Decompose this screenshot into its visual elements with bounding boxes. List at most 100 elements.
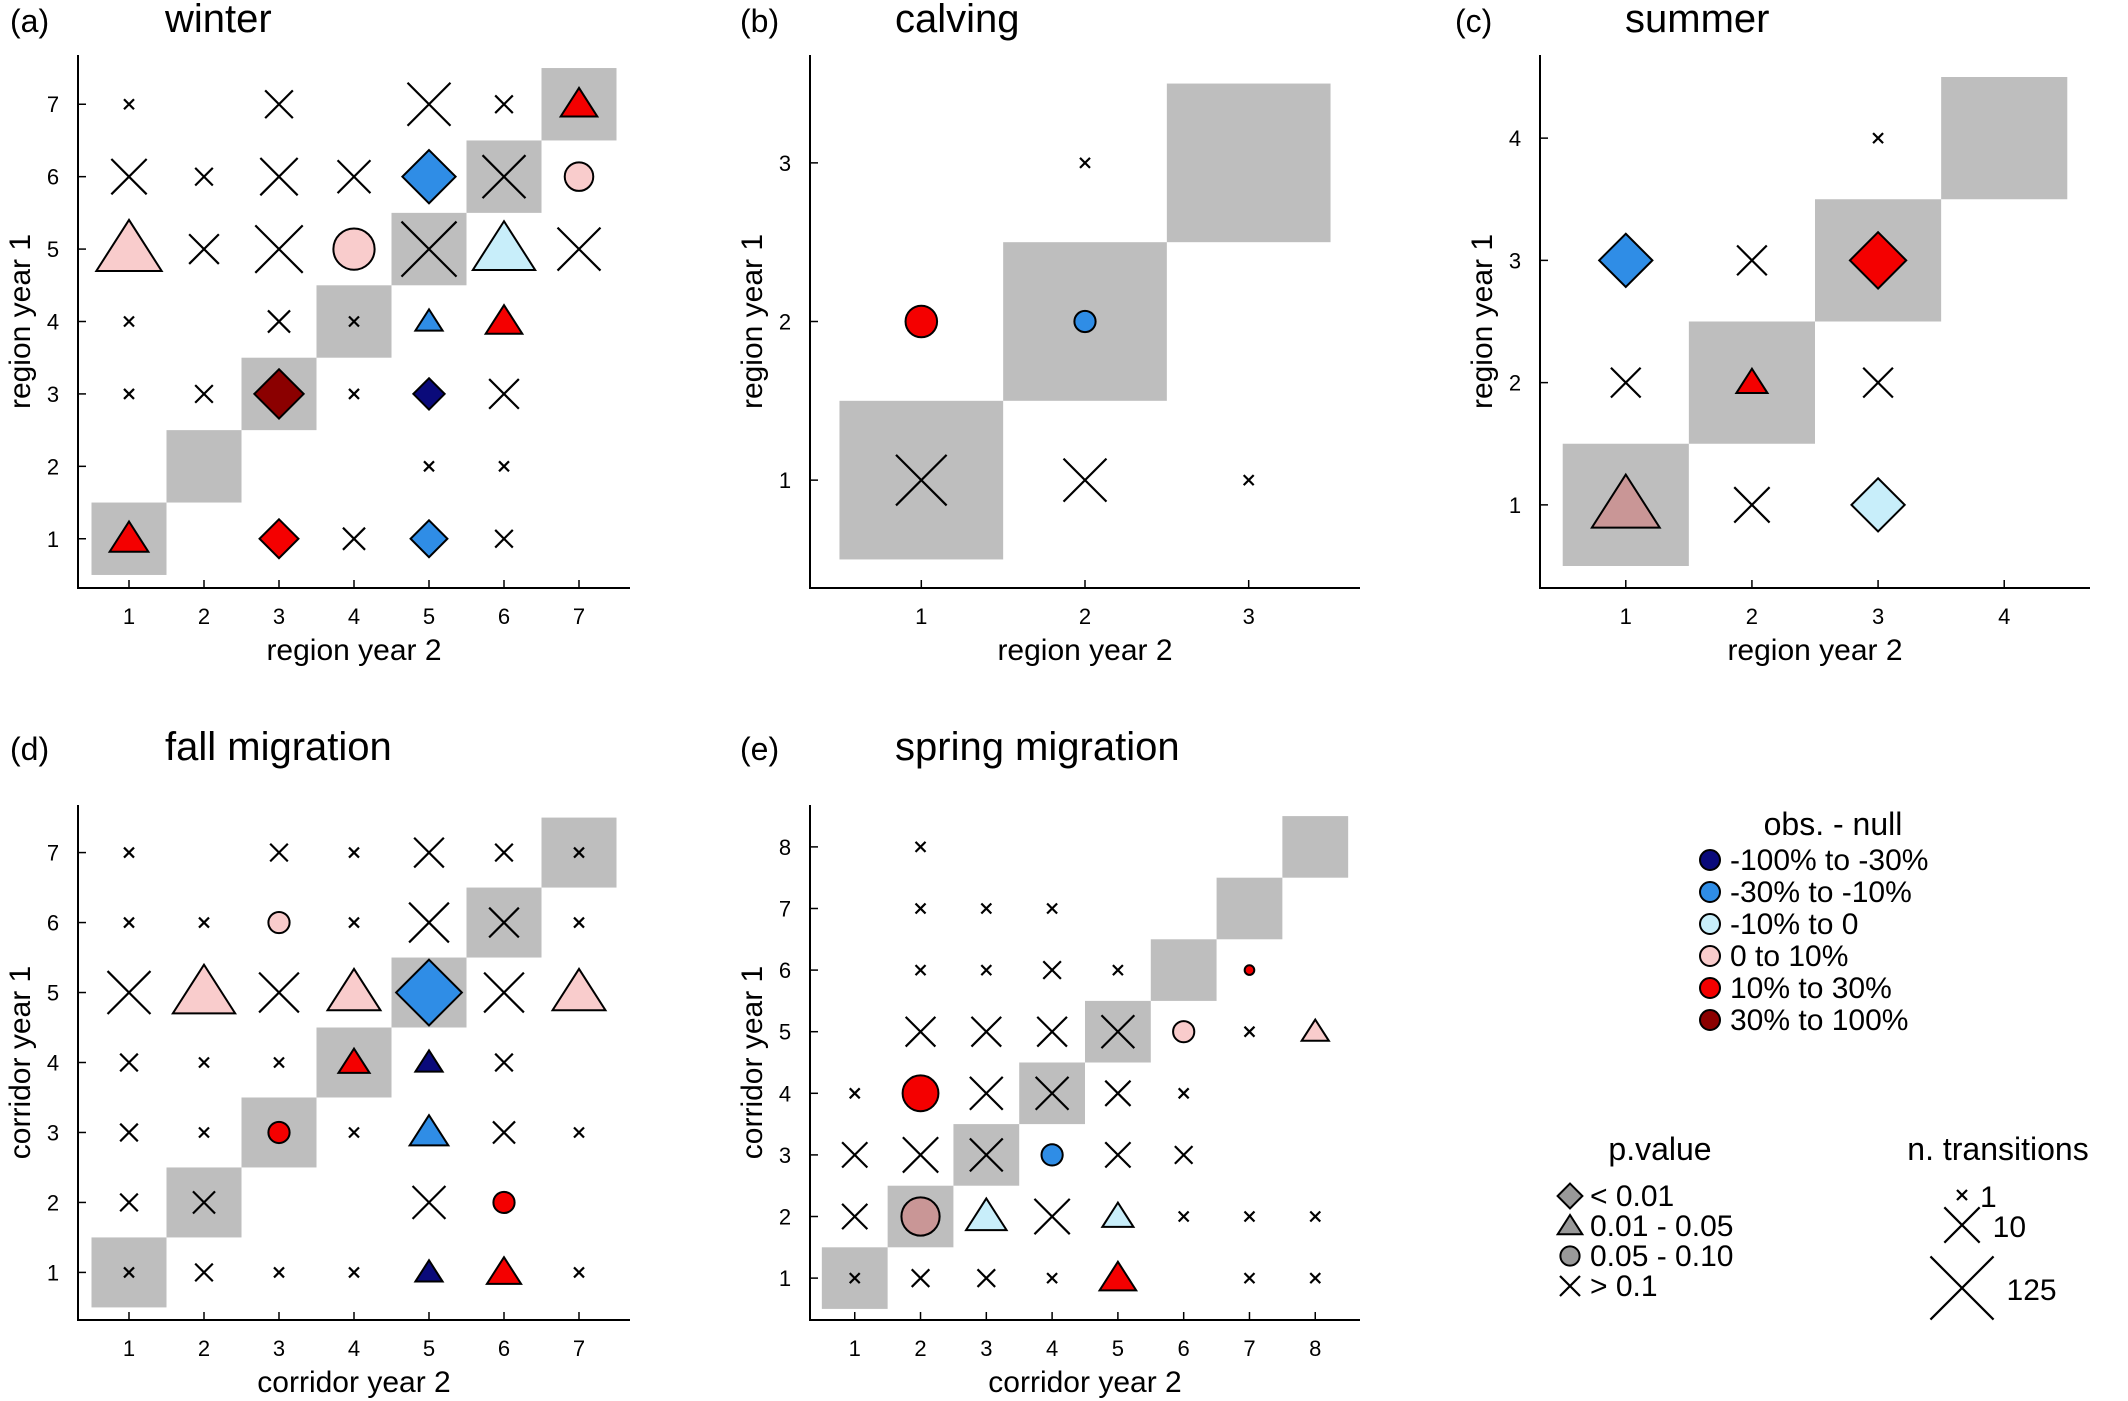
y-tick-label: 5: [47, 237, 59, 262]
data-point-cross: [1104, 1141, 1132, 1169]
panel-title: spring migration: [895, 725, 1180, 769]
data-point-cross: [914, 964, 927, 976]
y-axis-label: region year 1: [736, 234, 769, 409]
legend-size-label: 125: [2007, 1274, 2057, 1307]
data-point-diamond: [1850, 476, 1907, 533]
legend: obs. - null -100% to -30%-30% to -10%-10…: [1555, 806, 2089, 1321]
data-point-cross: [488, 378, 520, 410]
x-tick-label: 1: [123, 1336, 135, 1361]
data-point-cross: [408, 901, 450, 944]
data-point-cross: [188, 233, 220, 265]
legend-pvalue-label: < 0.01: [1590, 1180, 1674, 1213]
x-tick-label: 7: [1243, 1336, 1255, 1361]
legend-pvalue-triangle-icon: [1555, 1213, 1585, 1236]
x-tick-label: 4: [1998, 604, 2010, 629]
x-tick-label: 8: [1309, 1336, 1321, 1361]
data-point-cross: [488, 906, 520, 939]
x-tick-label: 2: [1079, 604, 1091, 629]
y-tick-label: 1: [47, 527, 59, 552]
data-point-cross: [1046, 902, 1058, 915]
x-tick-label: 2: [914, 1336, 926, 1361]
y-tick-label: 4: [1509, 126, 1521, 151]
panel-title: winter: [164, 0, 272, 41]
diagonal-cell: [1941, 77, 2068, 200]
x-tick-label: 2: [1746, 604, 1758, 629]
data-point-cross: [841, 1203, 869, 1230]
data-point-circle: [900, 1196, 941, 1237]
y-tick-label: 2: [47, 1190, 59, 1215]
x-tick-label: 6: [1178, 1336, 1190, 1361]
data-point-triangle: [471, 219, 537, 271]
legend-pvalue-diamond-icon: [1556, 1182, 1584, 1210]
data-point-cross: [348, 916, 360, 929]
data-point-cross: [1034, 1076, 1070, 1111]
x-tick-label: 3: [980, 1336, 992, 1361]
data-point-cross: [400, 220, 458, 278]
x-tick-label: 2: [198, 1336, 210, 1361]
data-point-cross: [119, 1052, 139, 1073]
data-point-cross: [264, 89, 294, 119]
data-point-triangle: [1734, 366, 1770, 395]
panel-fall-migration: 1 1 2 2 3 3 4 4 5 5 6 6 7 7 (d) fall migration corridor …: [4, 725, 630, 1399]
y-axis-label: region year 1: [1466, 234, 1499, 409]
data-point-cross: [194, 1262, 214, 1283]
axes: [809, 55, 1360, 589]
data-point-cross: [423, 460, 435, 473]
data-point-circle: [267, 910, 291, 935]
axes: [1539, 55, 2090, 589]
data-point-cross: [573, 1266, 585, 1279]
legend-pvalue-label: 0.01 - 0.05: [1590, 1210, 1733, 1243]
data-point-cross: [348, 388, 360, 400]
x-tick-label: 5: [1112, 1336, 1124, 1361]
panel-title: fall migration: [165, 725, 392, 769]
x-tick-label: 2: [198, 604, 210, 629]
data-point-triangle: [1097, 1259, 1139, 1292]
data-point-cross: [573, 846, 585, 859]
data-point-triangle: [964, 1196, 1009, 1232]
legend-size-cross-icon: [1956, 1189, 1968, 1201]
data-point-cross: [494, 94, 514, 114]
axes: [809, 805, 1360, 1321]
data-point-triangle: [558, 86, 600, 118]
legend-size-label: 1: [1980, 1181, 1997, 1214]
panel-title: calving: [895, 0, 1020, 41]
data-point-cross: [1104, 1079, 1132, 1107]
x-tick-label: 1: [915, 604, 927, 629]
x-tick-label: 3: [1243, 604, 1255, 629]
data-point-cross: [273, 1266, 285, 1279]
data-point-cross: [910, 1268, 931, 1288]
y-tick-label: 1: [47, 1260, 59, 1285]
legend-color-label: 30% to 100%: [1730, 1004, 1908, 1037]
data-point-cross: [192, 1190, 216, 1215]
data-point-diamond: [400, 148, 458, 205]
data-point-cross: [269, 842, 289, 863]
y-tick-label: 6: [47, 165, 59, 190]
data-point-circle: [332, 227, 376, 271]
data-point-triangle: [483, 303, 525, 335]
x-tick-label: 1: [1620, 604, 1632, 629]
panel-winter: 1 1 2 2 3 3 4 4 5 5 6 6 7 7 (a) winter region year 2 regi…: [4, 0, 630, 667]
legend-color-swatch: [1699, 977, 1721, 999]
data-point-triangle: [1100, 1200, 1136, 1228]
data-point-circle: [1073, 309, 1097, 334]
data-point-triangle: [107, 519, 151, 553]
data-point-cross: [980, 902, 993, 915]
data-point-cross: [494, 842, 514, 863]
panel-tag: (b): [740, 3, 779, 39]
data-point-circle: [267, 1120, 291, 1145]
data-point-triangle: [485, 1255, 523, 1285]
legend-color-label: 10% to 30%: [1730, 972, 1892, 1005]
panel-tag: (d): [10, 731, 49, 767]
data-point-cross: [198, 916, 210, 929]
legend-color-swatch: [1699, 945, 1721, 967]
legend-color-swatch: [1699, 881, 1721, 903]
data-point-cross: [1309, 1272, 1322, 1284]
data-point-cross: [342, 526, 366, 551]
data-point-cross: [259, 157, 299, 197]
data-point-cross: [904, 1016, 937, 1048]
data-point-cross: [1036, 1016, 1068, 1048]
y-tick-label: 6: [779, 958, 791, 983]
data-point-cross: [969, 1137, 1004, 1173]
data-point-cross: [194, 384, 214, 404]
